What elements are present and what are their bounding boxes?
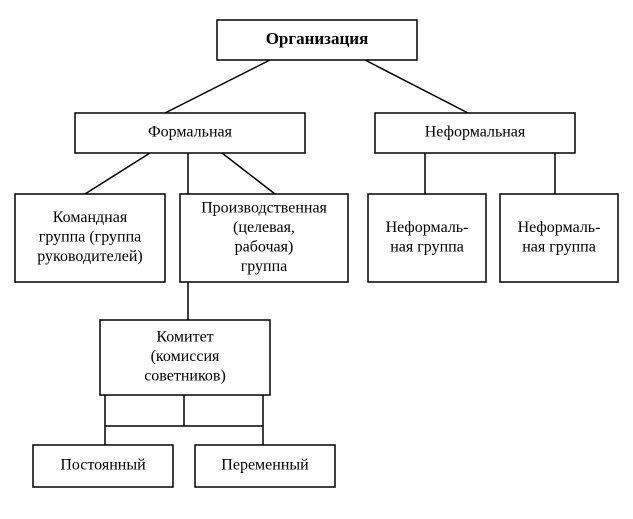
node-prod_group: Производственная (целевая, рабочая) группа [180, 194, 348, 282]
node-cmd_group: Командная группа (группа руководителей) [15, 194, 165, 282]
node-root-label-0: Организация [266, 29, 369, 48]
edge-2 [85, 153, 150, 194]
node-permanent-label-0: Постоянный [60, 457, 146, 474]
org-tree-diagram: Организация Формальная Неформальная Командн… [0, 0, 633, 519]
node-prod_group-label-0: Производственная [201, 199, 327, 216]
node-inf_group2-label-1: ная группа [522, 238, 596, 255]
node-variable: Переменный [195, 445, 335, 487]
node-cmd_group-label-2: руководителей) [37, 248, 143, 265]
node-inf_group2-label-0: Неформаль- [518, 219, 601, 236]
node-formal-label-0: Формальная [148, 124, 233, 141]
node-formal: Формальная [75, 113, 305, 153]
node-inf_group1-label-0: Неформаль- [386, 219, 469, 236]
node-committee-label-0: Комитет [156, 329, 213, 346]
edge-0 [165, 60, 270, 113]
node-root: Организация [217, 20, 417, 60]
node-committee-label-2: советников) [144, 368, 226, 385]
node-permanent: Постоянный [33, 445, 173, 487]
node-inf_group1: Неформаль-ная группа [368, 194, 486, 282]
node-cmd_group-label-1: группа (группа [39, 229, 141, 246]
node-committee: Комитет (комиссия советников) [100, 320, 270, 395]
node-variable-label-0: Переменный [221, 457, 309, 474]
node-informal: Неформальная [375, 113, 575, 153]
edge-1 [365, 60, 468, 113]
node-cmd_group-label-0: Командная [53, 209, 128, 226]
node-committee-label-1: (комиссия [151, 348, 220, 365]
node-prod_group-label-2: рабочая) [235, 238, 294, 255]
node-inf_group2: Неформаль-ная группа [500, 194, 618, 282]
node-inf_group1-label-1: ная группа [390, 238, 464, 255]
node-prod_group-label-3: группа [241, 258, 288, 275]
node-prod_group-label-1: (целевая, [233, 219, 295, 236]
edge-4 [222, 153, 275, 194]
node-informal-label-0: Неформальная [425, 124, 526, 141]
